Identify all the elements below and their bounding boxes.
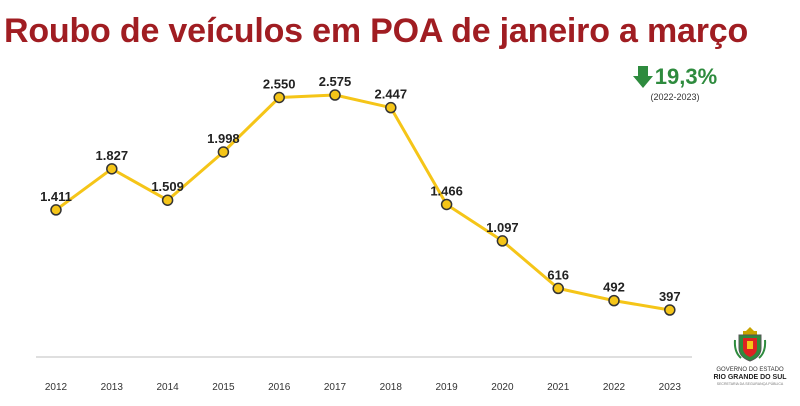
- data-point-2022: [608, 294, 620, 307]
- data-point-2015: [217, 146, 230, 158]
- data-label-2017: 2.575: [319, 74, 352, 89]
- x-tick-label-2015: 2015: [212, 382, 235, 393]
- x-tick-label-2023: 2023: [659, 382, 682, 393]
- change-value: 19,3%: [654, 64, 718, 89]
- x-tick-label-2018: 2018: [380, 382, 403, 393]
- data-label-2019: 1.466: [430, 183, 463, 198]
- change-period: (2022-2023): [650, 92, 700, 102]
- government-logo: GOVERNO DO ESTADO RIO GRANDE DO SUL SECR…: [708, 326, 792, 387]
- x-tick-label-2012: 2012: [45, 382, 68, 393]
- data-point-2023: [664, 304, 676, 316]
- logo-line-1: GOVERNO DO ESTADO: [716, 367, 784, 373]
- chart-title: Roubo de veículos em POA de janeiro a ma…: [4, 12, 749, 50]
- data-point-2021: [552, 282, 564, 295]
- data-label-2018: 2.447: [375, 87, 408, 102]
- arrow-down-icon: [632, 66, 653, 88]
- data-point-2012: [50, 204, 62, 216]
- x-tick-label-2014: 2014: [156, 382, 179, 393]
- data-label-2012: 1.411: [40, 189, 72, 204]
- data-point-2020: [496, 235, 509, 247]
- data-label-2021: 616: [547, 267, 569, 282]
- x-tick-label-2021: 2021: [547, 382, 570, 393]
- data-label-2020: 1.097: [486, 220, 519, 235]
- coat-of-arms-icon: [733, 327, 767, 362]
- data-label-2022: 492: [603, 280, 625, 295]
- data-point-2017: [329, 89, 341, 101]
- data-point-2018: [385, 101, 397, 114]
- data-label-2015: 1.998: [207, 131, 240, 146]
- change-indicator: 19,3% (2022-2023): [620, 64, 730, 102]
- data-label-2023: 397: [659, 289, 681, 304]
- data-label-2016: 2.550: [263, 76, 296, 91]
- data-point-2014: [161, 194, 174, 206]
- x-tick-label-2020: 2020: [491, 382, 514, 393]
- data-point-2016: [273, 91, 285, 104]
- data-label-2013: 1.827: [96, 148, 129, 163]
- logo-line-3: SECRETARIA DA SEGURANÇA PÚBLICA: [716, 382, 784, 386]
- x-tick-label-2016: 2016: [268, 382, 291, 393]
- data-point-2013: [106, 163, 118, 175]
- x-tick-label-2019: 2019: [435, 382, 458, 393]
- logo-line-2: RIO GRANDE DO SUL: [713, 374, 787, 381]
- data-point-2019: [440, 198, 453, 211]
- x-tick-label-2017: 2017: [324, 382, 347, 393]
- data-label-2014: 1.509: [151, 179, 184, 194]
- x-tick-label-2013: 2013: [101, 382, 124, 393]
- series-line: [55, 93, 671, 312]
- x-tick-label-2022: 2022: [603, 382, 626, 393]
